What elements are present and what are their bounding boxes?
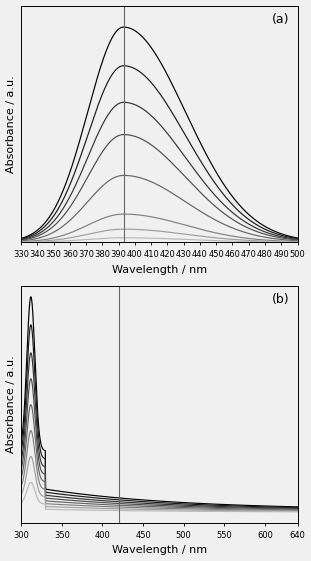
Y-axis label: Absorbance / a.u.: Absorbance / a.u.	[6, 356, 16, 453]
Y-axis label: Absorbance / a.u.: Absorbance / a.u.	[6, 75, 16, 173]
Text: (b): (b)	[272, 293, 289, 306]
Text: (a): (a)	[272, 13, 289, 26]
X-axis label: Wavelength / nm: Wavelength / nm	[112, 265, 207, 275]
X-axis label: Wavelength / nm: Wavelength / nm	[112, 545, 207, 555]
